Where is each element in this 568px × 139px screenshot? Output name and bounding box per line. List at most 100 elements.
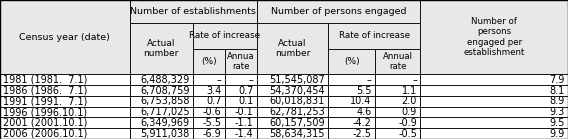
Text: 0.9: 0.9 <box>402 107 417 117</box>
Bar <box>130 117 193 128</box>
Text: Annual
rate: Annual rate <box>383 52 412 71</box>
Text: -6.9: -6.9 <box>203 129 222 139</box>
Bar <box>375 96 420 107</box>
Bar <box>0 117 130 128</box>
Text: 8.1: 8.1 <box>549 85 565 95</box>
Bar <box>257 128 328 139</box>
Bar <box>130 74 193 85</box>
Bar <box>257 74 328 85</box>
Text: -0.6: -0.6 <box>203 107 222 117</box>
Text: 2006 (2006.10.1): 2006 (2006.10.1) <box>3 129 88 139</box>
Bar <box>193 128 225 139</box>
Bar <box>193 117 225 128</box>
Text: 8.9: 8.9 <box>549 96 565 106</box>
Bar <box>225 107 257 117</box>
Text: (%): (%) <box>344 57 360 66</box>
Bar <box>375 128 420 139</box>
Bar <box>130 128 193 139</box>
Text: 3.4: 3.4 <box>206 85 222 95</box>
Bar <box>420 85 568 96</box>
Bar <box>0 0 130 74</box>
Bar <box>0 107 130 117</box>
Text: Annua
rate: Annua rate <box>227 52 254 71</box>
Text: 6,349,969: 6,349,969 <box>141 118 190 128</box>
Text: 5.5: 5.5 <box>356 85 371 95</box>
Text: 6,717,025: 6,717,025 <box>140 107 190 117</box>
Bar <box>257 107 328 117</box>
Text: Number of persons engaged: Number of persons engaged <box>271 7 406 16</box>
Bar <box>420 96 568 107</box>
Bar <box>193 74 225 85</box>
Text: 1996 (1996.10.1): 1996 (1996.10.1) <box>3 107 87 117</box>
Bar <box>328 117 375 128</box>
Text: 9.3: 9.3 <box>549 107 565 117</box>
Text: Actual
number: Actual number <box>275 39 310 58</box>
Bar <box>257 23 328 74</box>
Bar <box>420 128 568 139</box>
Bar <box>225 96 257 107</box>
Text: 6,708,759: 6,708,759 <box>140 85 190 95</box>
Text: 62,781,253: 62,781,253 <box>269 107 325 117</box>
Bar <box>193 96 225 107</box>
Text: 0.1: 0.1 <box>238 96 253 106</box>
Text: Rate of increase: Rate of increase <box>190 31 260 40</box>
Text: 6,753,858: 6,753,858 <box>140 96 190 106</box>
Bar <box>328 74 375 85</box>
Text: -4.2: -4.2 <box>353 118 371 128</box>
Bar <box>257 117 328 128</box>
Text: 2.0: 2.0 <box>402 96 417 106</box>
Bar <box>130 107 193 117</box>
Text: Number of
persons
engaged per
establishment: Number of persons engaged per establishm… <box>463 17 525 57</box>
Bar <box>375 85 420 96</box>
Bar <box>130 96 193 107</box>
Text: 54,370,454: 54,370,454 <box>269 85 325 95</box>
Text: 6,488,329: 6,488,329 <box>140 75 190 85</box>
Bar <box>225 74 257 85</box>
Bar <box>375 49 420 74</box>
Bar <box>193 85 225 96</box>
Text: -0.9: -0.9 <box>398 118 417 128</box>
Text: Actual
number: Actual number <box>144 39 179 58</box>
Text: 9.5: 9.5 <box>549 118 565 128</box>
Text: 1991 (1991.  7.1): 1991 (1991. 7.1) <box>3 96 88 106</box>
Bar <box>257 96 328 107</box>
Text: 1986 (1986.  7.1): 1986 (1986. 7.1) <box>3 85 88 95</box>
Text: –: – <box>216 75 222 85</box>
Bar <box>130 85 193 96</box>
Text: 10.4: 10.4 <box>350 96 371 106</box>
Bar <box>225 85 257 96</box>
Text: –: – <box>366 75 371 85</box>
Text: 58,634,315: 58,634,315 <box>269 129 325 139</box>
Text: 1.1: 1.1 <box>402 85 417 95</box>
Text: 4.6: 4.6 <box>356 107 371 117</box>
Bar <box>257 85 328 96</box>
Bar <box>420 107 568 117</box>
Bar <box>328 85 375 96</box>
Bar <box>130 0 257 23</box>
Bar <box>328 128 375 139</box>
Text: 2001 (2001.10.1): 2001 (2001.10.1) <box>3 118 88 128</box>
Text: 7.9: 7.9 <box>549 75 565 85</box>
Bar <box>257 0 420 23</box>
Bar <box>0 74 130 85</box>
Text: –: – <box>248 75 253 85</box>
Bar <box>130 23 193 74</box>
Text: Number of establishments: Number of establishments <box>130 7 256 16</box>
Bar <box>375 117 420 128</box>
Text: 51,545,087: 51,545,087 <box>269 75 325 85</box>
Text: (%): (%) <box>201 57 217 66</box>
Text: Rate of increase: Rate of increase <box>339 31 410 40</box>
Bar <box>193 23 257 49</box>
Text: -0.1: -0.1 <box>235 107 253 117</box>
Bar <box>0 85 130 96</box>
Text: -2.5: -2.5 <box>353 129 371 139</box>
Bar <box>328 49 375 74</box>
Bar <box>193 49 225 74</box>
Bar <box>420 0 568 74</box>
Text: Census year (date): Census year (date) <box>19 33 110 42</box>
Bar <box>225 128 257 139</box>
Bar <box>420 117 568 128</box>
Text: 0.7: 0.7 <box>206 96 222 106</box>
Bar <box>193 107 225 117</box>
Text: –: – <box>412 75 417 85</box>
